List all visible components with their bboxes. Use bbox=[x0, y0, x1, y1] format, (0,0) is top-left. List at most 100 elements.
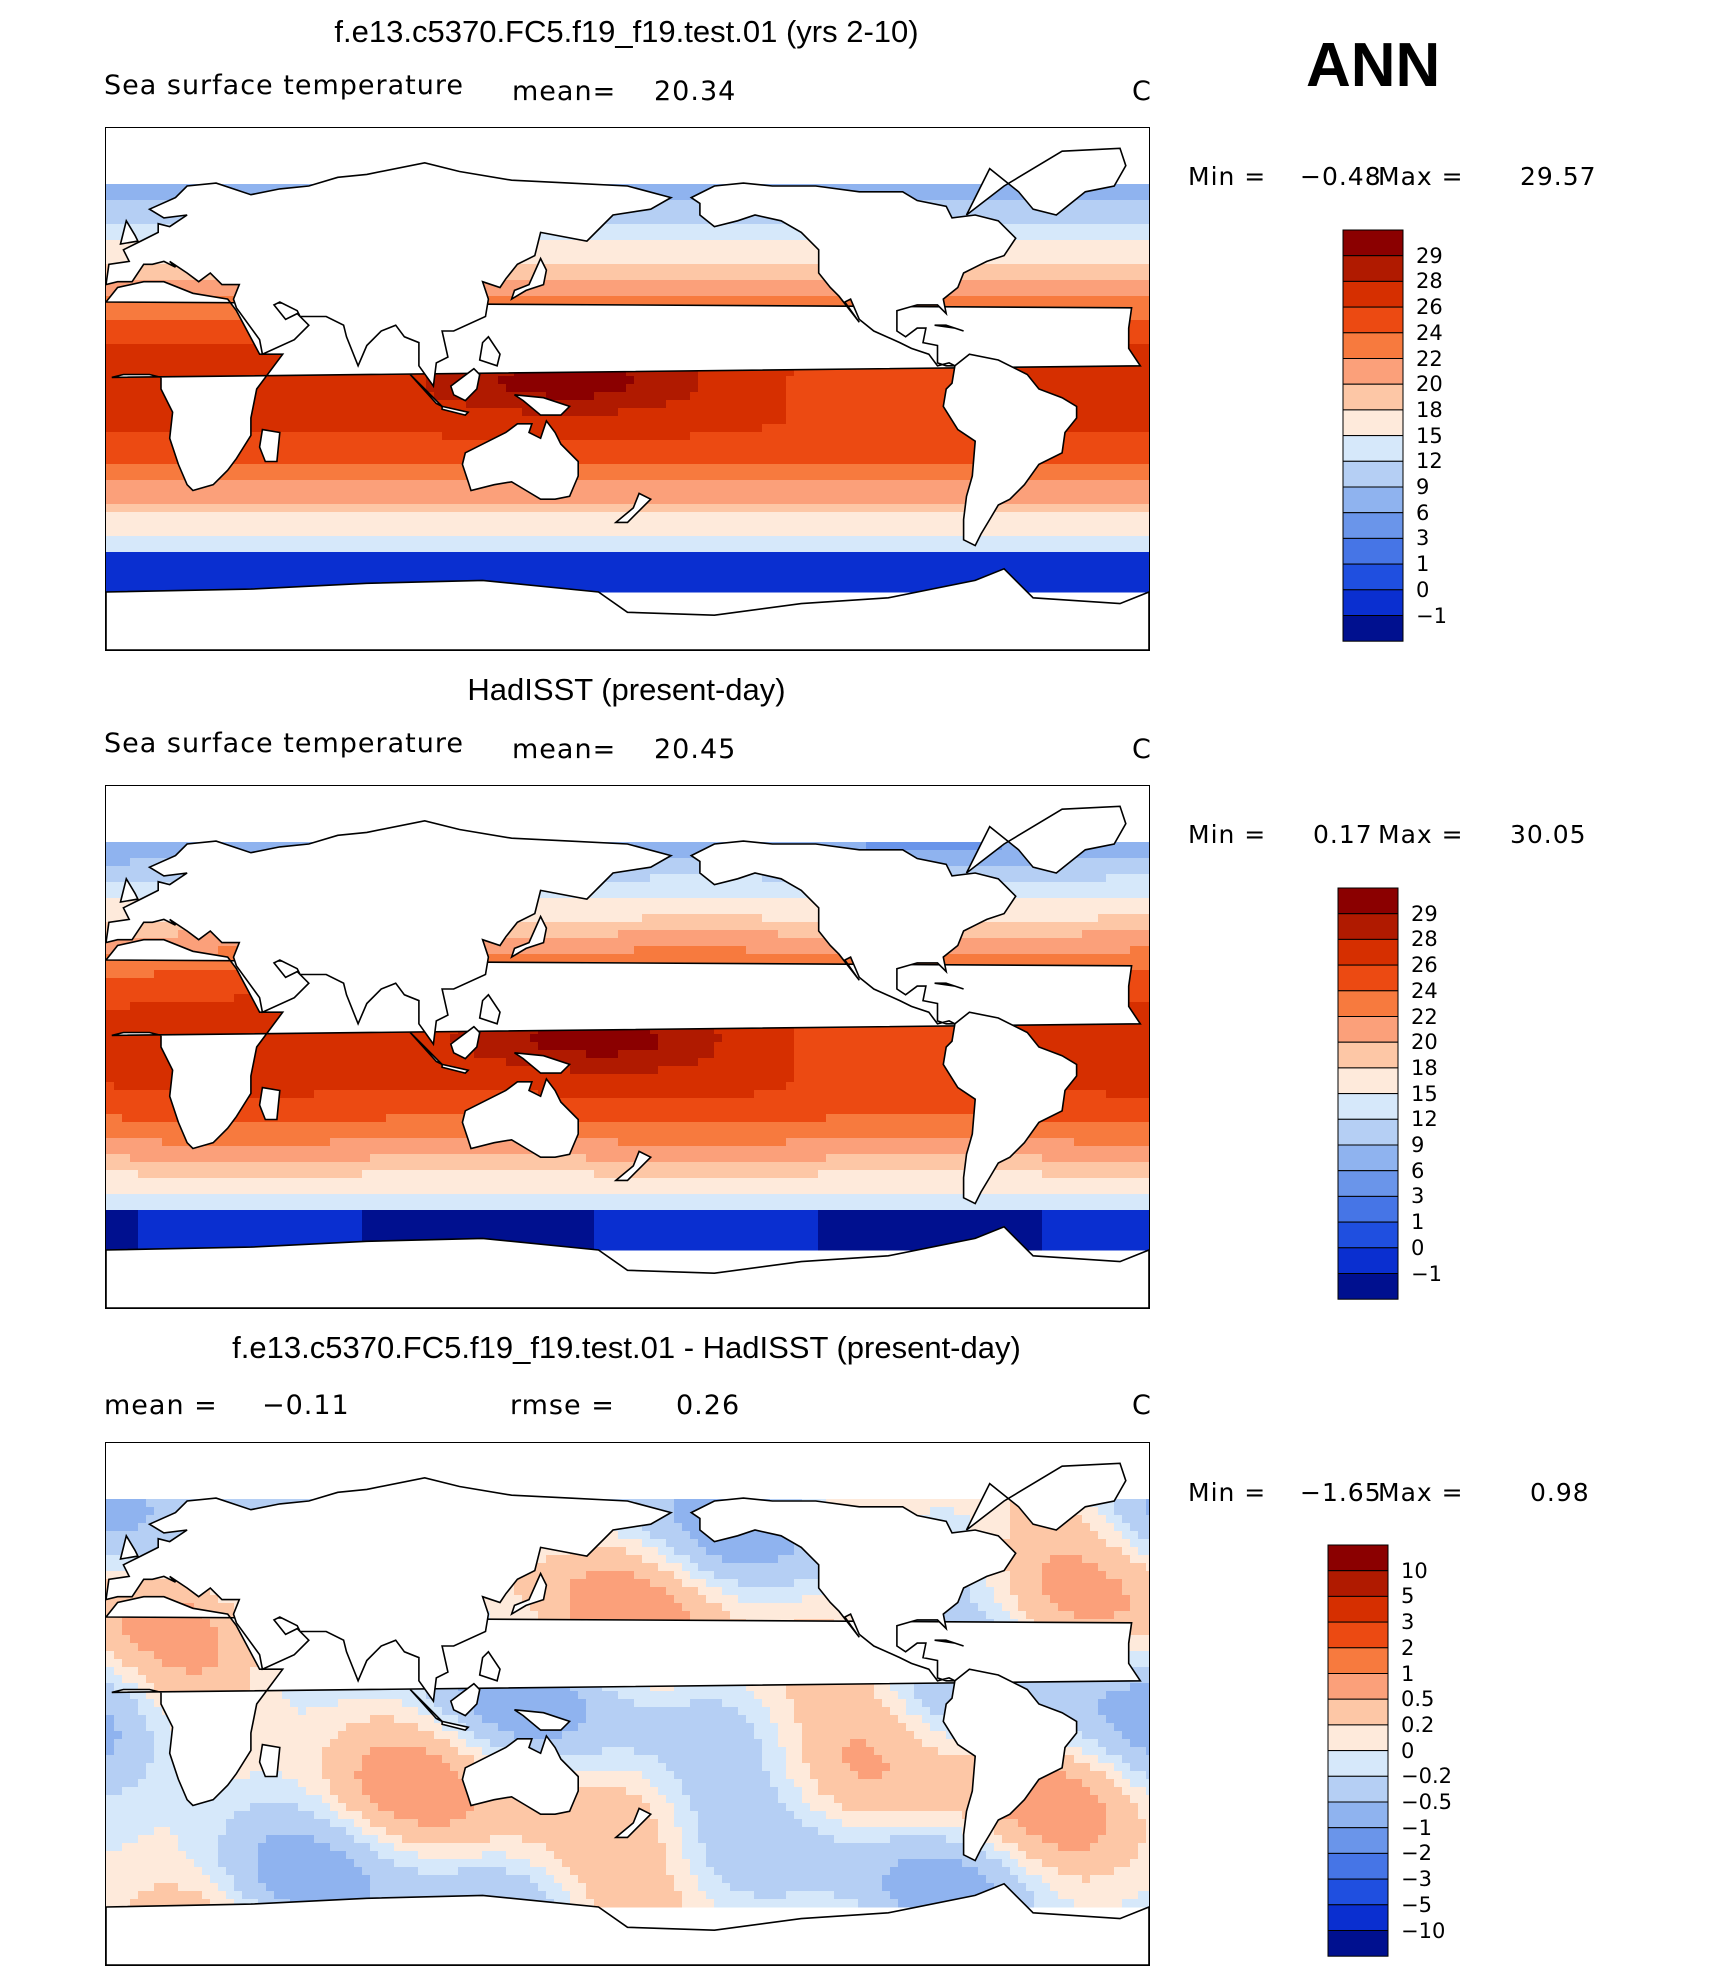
field-cell bbox=[658, 248, 667, 257]
field-cell bbox=[818, 448, 827, 457]
field-cell bbox=[258, 408, 267, 417]
field-cell bbox=[570, 376, 579, 385]
field-cell bbox=[386, 424, 395, 433]
field-cell bbox=[274, 376, 283, 385]
field-cell bbox=[778, 232, 787, 241]
field-cell bbox=[250, 424, 259, 433]
field-cell bbox=[1130, 248, 1139, 257]
field-cell bbox=[946, 432, 955, 441]
field-cell bbox=[938, 424, 947, 433]
field-cell bbox=[154, 368, 163, 377]
field-cell bbox=[1130, 376, 1139, 385]
field-cell bbox=[802, 376, 811, 385]
field-cell bbox=[1050, 288, 1059, 297]
field-cell bbox=[690, 392, 699, 401]
field-cell bbox=[826, 456, 835, 465]
field-cell bbox=[714, 448, 723, 457]
field-cell bbox=[786, 400, 795, 409]
field-cell bbox=[682, 256, 691, 265]
field-cell bbox=[658, 272, 667, 281]
field-cell bbox=[1066, 432, 1075, 441]
field-cell bbox=[114, 400, 123, 409]
field-cell bbox=[1130, 200, 1139, 209]
field-cell bbox=[914, 480, 923, 489]
field-cell bbox=[882, 480, 891, 489]
field-cell bbox=[122, 312, 131, 321]
field-cell bbox=[618, 480, 627, 489]
field-cell bbox=[1074, 440, 1083, 449]
field-cell bbox=[682, 248, 691, 257]
field-cell bbox=[1082, 272, 1091, 281]
field-cell bbox=[1026, 248, 1035, 257]
field-cell bbox=[850, 472, 859, 481]
field-cell bbox=[962, 464, 971, 473]
field-cell bbox=[602, 456, 611, 465]
field-cell bbox=[858, 472, 867, 481]
field-cell bbox=[898, 472, 907, 481]
field-cell bbox=[690, 448, 699, 457]
field-cell bbox=[858, 392, 867, 401]
field-cell bbox=[586, 384, 595, 393]
field-cell bbox=[562, 376, 571, 385]
field-cell bbox=[146, 432, 155, 441]
field-cell bbox=[1034, 480, 1043, 489]
field-cell bbox=[722, 392, 731, 401]
field-cell bbox=[386, 416, 395, 425]
field-cell bbox=[666, 408, 675, 417]
field-cell bbox=[418, 424, 427, 433]
field-cell bbox=[618, 448, 627, 457]
field-cell bbox=[634, 384, 643, 393]
field-cell bbox=[890, 480, 899, 489]
field-cell bbox=[938, 464, 947, 473]
field-cell bbox=[1082, 440, 1091, 449]
field-cell bbox=[810, 464, 819, 473]
field-cell bbox=[1098, 224, 1107, 233]
field-cell bbox=[418, 448, 427, 457]
field-cell bbox=[978, 272, 987, 281]
field-cell bbox=[402, 408, 411, 417]
field-cell bbox=[682, 184, 691, 193]
field-cell bbox=[1002, 280, 1011, 289]
field-cell bbox=[890, 440, 899, 449]
field-cell bbox=[394, 416, 403, 425]
field-cell bbox=[210, 352, 219, 361]
field-cell bbox=[626, 240, 635, 249]
field-cell bbox=[1114, 216, 1123, 225]
field-cell bbox=[538, 392, 547, 401]
field-cell bbox=[610, 224, 619, 233]
field-cell bbox=[1122, 384, 1131, 393]
field-cell bbox=[1042, 480, 1051, 489]
field-cell bbox=[818, 464, 827, 473]
field-cell bbox=[570, 280, 579, 289]
field-cell bbox=[810, 400, 819, 409]
field-cell bbox=[730, 368, 739, 377]
field-cell bbox=[1074, 424, 1083, 433]
field-cell bbox=[162, 400, 171, 409]
field-cell bbox=[642, 424, 651, 433]
field-cell bbox=[778, 400, 787, 409]
field-cell bbox=[1130, 392, 1139, 401]
field-cell bbox=[442, 432, 451, 441]
field-cell bbox=[882, 432, 891, 441]
field-cell bbox=[426, 400, 435, 409]
field-cell bbox=[954, 432, 963, 441]
field-cell bbox=[810, 392, 819, 401]
field-cell bbox=[1138, 368, 1147, 377]
field-cell bbox=[714, 408, 723, 417]
field-cell bbox=[698, 464, 707, 473]
field-cell bbox=[290, 472, 299, 481]
field-cell bbox=[938, 480, 947, 489]
field-cell bbox=[154, 392, 163, 401]
field-cell bbox=[1114, 256, 1123, 265]
field-cell bbox=[610, 216, 619, 225]
field-cell bbox=[866, 480, 875, 489]
field-cell bbox=[162, 352, 171, 361]
field-cell bbox=[658, 216, 667, 225]
field-cell bbox=[346, 448, 355, 457]
field-cell bbox=[762, 384, 771, 393]
field-cell bbox=[714, 224, 723, 233]
field-cell bbox=[522, 272, 531, 281]
field-cell bbox=[282, 456, 291, 465]
field-cell bbox=[706, 400, 715, 409]
field-cell bbox=[618, 376, 627, 385]
